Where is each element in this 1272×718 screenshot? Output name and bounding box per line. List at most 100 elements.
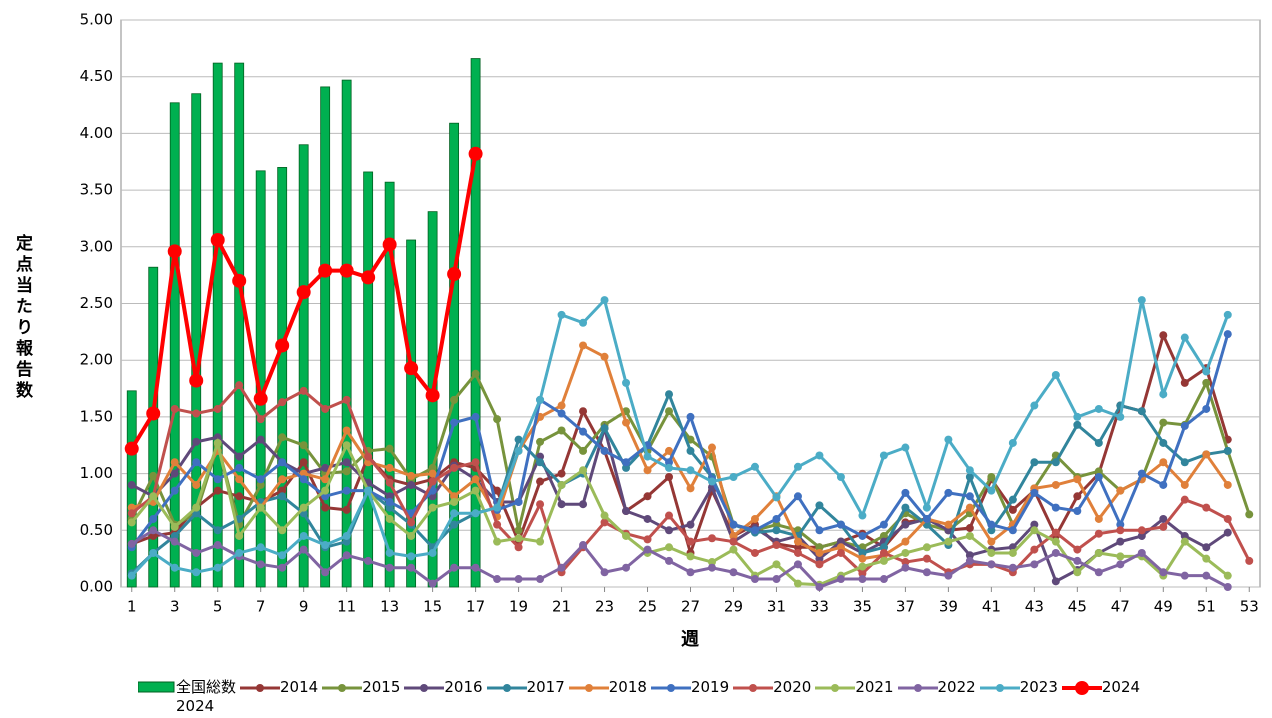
- point: [750, 514, 759, 523]
- point: [686, 466, 695, 475]
- point: [707, 558, 716, 567]
- legend-swatch: [568, 684, 609, 692]
- x-tick-label: 5: [213, 598, 223, 616]
- point: [858, 569, 867, 578]
- point: [944, 571, 953, 580]
- legend: 全国総数 2024 2014 2015 2016 2017 2018 2019 2020 202…: [138, 678, 1272, 716]
- point: [1051, 458, 1060, 467]
- point: [342, 441, 351, 450]
- point: [1202, 503, 1211, 512]
- point: [321, 404, 330, 413]
- point: [879, 531, 888, 540]
- swatch: [256, 684, 265, 692]
- legend-item: 2016: [404, 678, 483, 697]
- point: [600, 518, 609, 527]
- point: [342, 426, 351, 435]
- swatch: [338, 684, 347, 692]
- point: [167, 244, 182, 259]
- point: [127, 518, 136, 527]
- point: [665, 556, 674, 565]
- point: [815, 526, 824, 535]
- point: [965, 551, 974, 560]
- point: [1073, 475, 1082, 484]
- point: [321, 541, 330, 550]
- point: [127, 503, 136, 512]
- point: [729, 520, 738, 529]
- legend-label: 2020: [773, 678, 812, 696]
- point: [385, 492, 394, 501]
- point: [342, 531, 351, 540]
- x-tick-label: 21: [552, 598, 571, 616]
- point: [450, 520, 459, 529]
- point: [536, 458, 545, 467]
- point: [944, 526, 953, 535]
- point: [1116, 486, 1125, 495]
- point: [707, 477, 716, 486]
- point: [493, 503, 502, 512]
- series-2020: [127, 381, 1254, 578]
- legend-label: 2021: [855, 678, 894, 696]
- point: [665, 526, 674, 535]
- x-tick-label: 29: [724, 598, 743, 616]
- point: [987, 537, 996, 546]
- point: [364, 556, 373, 565]
- point: [665, 463, 674, 472]
- point: [296, 285, 311, 300]
- point: [1051, 370, 1060, 379]
- point: [192, 568, 201, 577]
- x-tick-label: 51: [1197, 598, 1216, 616]
- legend-label: 2018: [608, 678, 647, 696]
- point: [170, 404, 179, 413]
- legend-swatch: [486, 684, 527, 692]
- point: [729, 537, 738, 546]
- point: [879, 543, 888, 552]
- point: [1094, 473, 1103, 482]
- legend-swatch: [1061, 681, 1102, 695]
- point: [1137, 548, 1146, 557]
- point: [1159, 458, 1168, 467]
- point: [944, 537, 953, 546]
- bar: [384, 181, 395, 588]
- legend-item: 2017: [486, 678, 565, 697]
- x-tick-label: 19: [509, 598, 528, 616]
- point: [643, 514, 652, 523]
- point: [793, 548, 802, 557]
- point: [622, 531, 631, 540]
- y-tick-label: 0.50: [80, 521, 113, 539]
- swatch: [831, 684, 840, 692]
- point: [729, 473, 738, 482]
- point: [579, 427, 588, 436]
- point: [987, 486, 996, 495]
- x-tick-label: 13: [380, 598, 399, 616]
- point: [232, 273, 247, 288]
- point: [1116, 560, 1125, 569]
- point: [450, 497, 459, 506]
- point: [579, 446, 588, 455]
- point: [149, 471, 158, 480]
- point: [339, 263, 354, 278]
- point: [1223, 480, 1232, 489]
- legend-swatch: [240, 684, 281, 692]
- point: [450, 463, 459, 472]
- y-tick-label: 4.50: [80, 67, 113, 85]
- point: [407, 552, 416, 561]
- point: [965, 466, 974, 475]
- point: [407, 563, 416, 572]
- point: [299, 469, 308, 478]
- line: [130, 297, 1230, 577]
- point: [772, 575, 781, 584]
- point: [385, 563, 394, 572]
- point: [127, 571, 136, 580]
- point: [385, 497, 394, 506]
- legend-label: 2017: [526, 678, 565, 696]
- bar: [449, 122, 460, 588]
- x-tick-label: 31: [767, 598, 786, 616]
- point: [600, 568, 609, 577]
- point: [965, 531, 974, 540]
- swatch: [502, 684, 511, 692]
- point: [665, 473, 674, 482]
- point: [256, 475, 265, 484]
- point: [901, 488, 910, 497]
- point: [299, 386, 308, 395]
- series-2021: [127, 437, 1232, 589]
